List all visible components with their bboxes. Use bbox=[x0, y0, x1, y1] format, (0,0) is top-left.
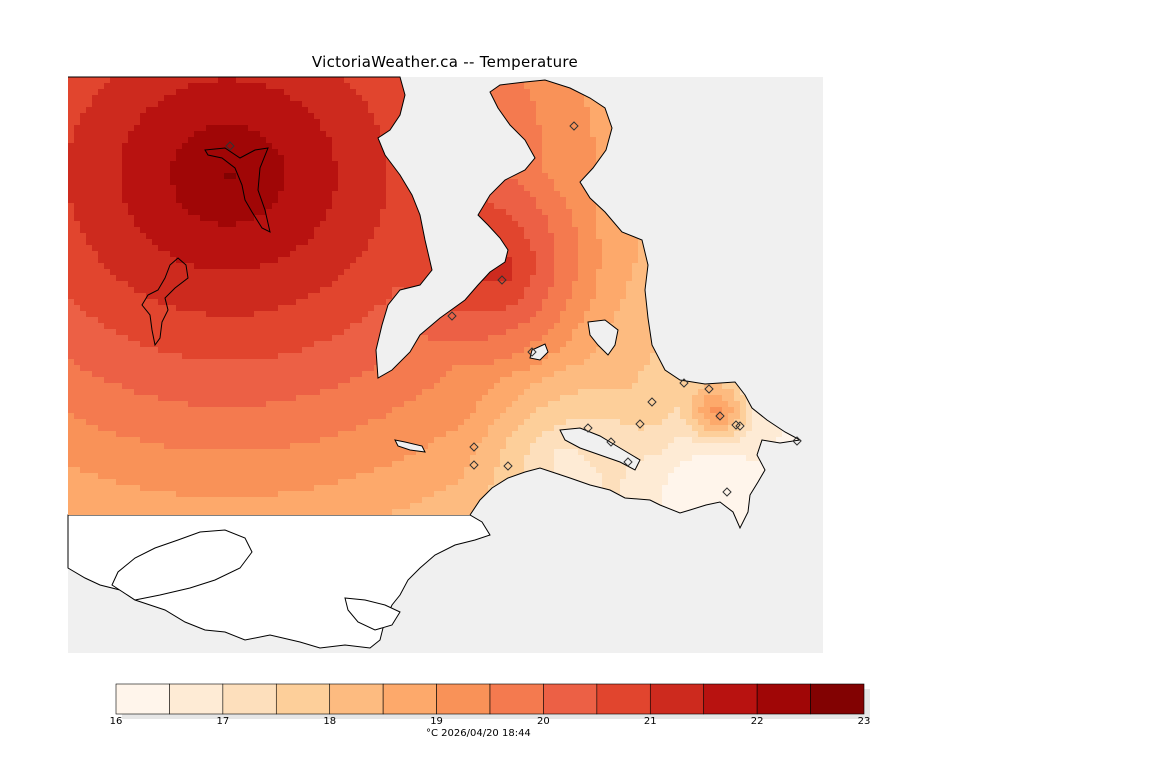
station-marker bbox=[527, 347, 537, 357]
colorbar-bin bbox=[649, 683, 705, 715]
station-marker bbox=[704, 384, 714, 394]
colorbar-bin bbox=[810, 683, 865, 715]
colorbar-tick-label: 18 bbox=[323, 716, 337, 727]
station-marker bbox=[647, 397, 657, 407]
station-marker bbox=[225, 141, 235, 151]
colorbar-tick-label: 19 bbox=[430, 716, 443, 727]
colorbar-bin bbox=[543, 683, 598, 715]
inlet-water bbox=[344, 597, 401, 631]
station-marker bbox=[497, 275, 507, 285]
colorbar-bin bbox=[222, 683, 277, 715]
station-marker bbox=[469, 442, 479, 452]
station-marker bbox=[735, 421, 745, 431]
bay-water bbox=[111, 529, 253, 601]
colorbar-bin bbox=[169, 683, 224, 715]
station-marker bbox=[469, 460, 479, 470]
colorbar-tick-label: 20 bbox=[537, 716, 550, 727]
station-marker bbox=[792, 436, 802, 446]
colorbar-tick-label: 23 bbox=[857, 716, 871, 727]
station-marker bbox=[722, 487, 732, 497]
station-marker bbox=[569, 121, 579, 131]
station-marker bbox=[679, 378, 689, 388]
colorbar-bin bbox=[703, 683, 758, 715]
lake-small bbox=[529, 343, 549, 361]
station-marker bbox=[715, 411, 725, 421]
island-small bbox=[394, 439, 426, 453]
colorbar-bin bbox=[115, 683, 170, 715]
station-marker bbox=[606, 437, 616, 447]
colorbar-bin bbox=[596, 683, 651, 715]
station-marker bbox=[583, 423, 593, 433]
colorbar-bin bbox=[329, 683, 384, 715]
lake-east bbox=[587, 319, 619, 356]
lake-west bbox=[141, 257, 189, 347]
colorbar-bin bbox=[489, 683, 544, 715]
colorbar-tick-label: 22 bbox=[750, 716, 764, 727]
colorbar-tick-label: 21 bbox=[643, 716, 657, 727]
colorbar-bin bbox=[756, 683, 811, 715]
colorbar-footer: °C 2026/04/20 18:44 bbox=[426, 728, 531, 739]
colorbar-tick-label: 16 bbox=[109, 716, 123, 727]
station-marker bbox=[623, 457, 633, 467]
station-markers bbox=[225, 121, 802, 497]
harbour-inlet bbox=[559, 427, 641, 471]
coastline bbox=[68, 76, 802, 530]
station-marker bbox=[503, 461, 513, 471]
station-marker bbox=[447, 311, 457, 321]
lake-north bbox=[204, 147, 271, 233]
map-title: VictoriaWeather.ca -- Temperature bbox=[311, 53, 579, 71]
colorbar-tick-label: 17 bbox=[216, 716, 230, 727]
station-marker bbox=[635, 419, 645, 429]
colorbar-bin bbox=[436, 683, 491, 715]
colorbar-bin bbox=[275, 683, 331, 715]
colorbar bbox=[115, 683, 870, 719]
colorbar-bin bbox=[382, 683, 437, 715]
